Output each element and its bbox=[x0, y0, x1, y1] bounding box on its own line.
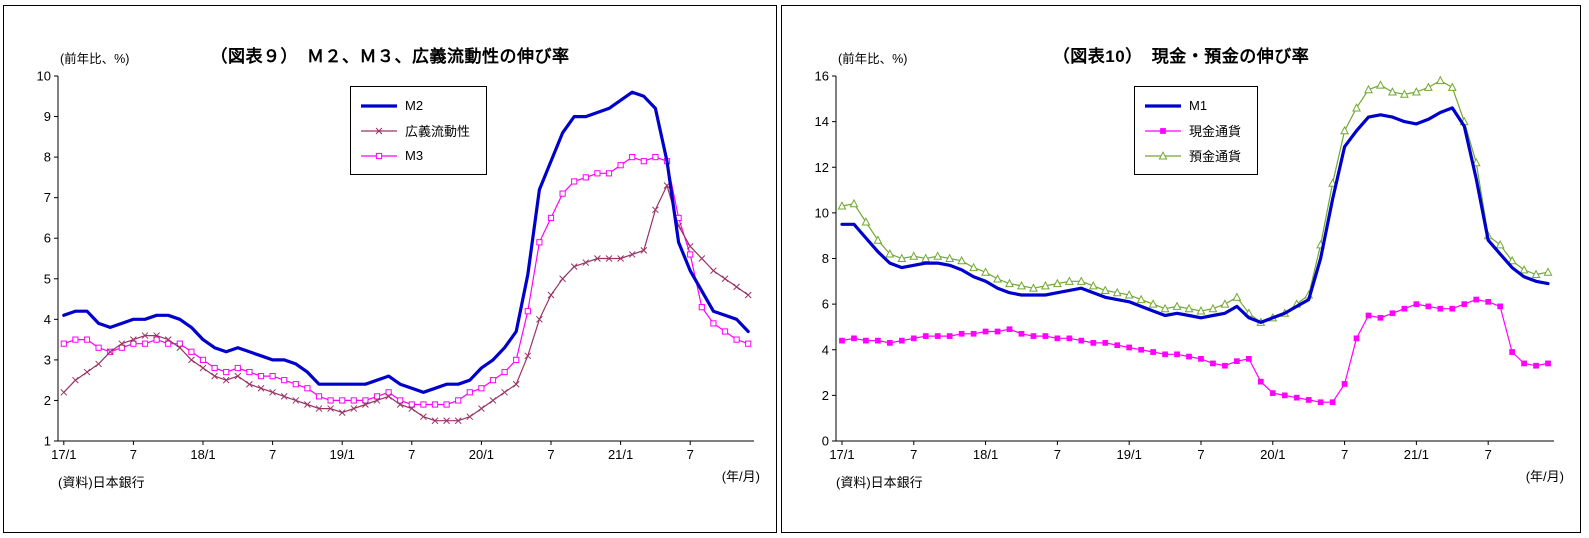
series-line-M1 bbox=[840, 106, 1550, 324]
svg-text:7: 7 bbox=[130, 447, 137, 462]
legend-marker-sample bbox=[1145, 150, 1181, 159]
legend-marker-sample bbox=[1145, 103, 1181, 108]
series-markers-M3 bbox=[60, 154, 752, 408]
svg-text:9: 9 bbox=[44, 109, 51, 124]
svg-text:6: 6 bbox=[822, 297, 829, 312]
svg-text:14: 14 bbox=[815, 114, 829, 129]
x-tick-labels: 17/1 7 18/1 7 19/1 7 20/1 7 21/1 7 bbox=[829, 441, 1492, 462]
svg-text:21/1: 21/1 bbox=[608, 447, 633, 462]
svg-text:3: 3 bbox=[44, 352, 51, 367]
svg-text:7: 7 bbox=[1054, 447, 1061, 462]
svg-text:21/1: 21/1 bbox=[1404, 447, 1429, 462]
legend-item: 広義流動性 bbox=[359, 118, 470, 143]
svg-text:10: 10 bbox=[37, 69, 51, 84]
svg-text:7: 7 bbox=[687, 447, 694, 462]
svg-text:10: 10 bbox=[815, 205, 829, 220]
svg-text:7: 7 bbox=[269, 447, 276, 462]
svg-text:18/1: 18/1 bbox=[190, 447, 215, 462]
series-markers-現金通貨 bbox=[839, 296, 1551, 406]
legend-item: M1 bbox=[1143, 93, 1241, 118]
svg-text:8: 8 bbox=[822, 251, 829, 266]
series-line-M2 bbox=[62, 90, 750, 394]
svg-text:12: 12 bbox=[815, 160, 829, 175]
chart-title: （図表９） Ｍ２、Ｍ３、広義流動性の伸び率 bbox=[210, 47, 570, 66]
line-chart-m2-m3-broad-liquidity: 1 2 3 4 5 6 7 8 9 10 17/1 7 18/1 7 19/1 7 20/1 7 21/1 7 bbox=[37, 69, 754, 462]
legend-label: M1 bbox=[1189, 98, 1208, 113]
svg-text:4: 4 bbox=[44, 312, 51, 327]
series-line-現金通貨 bbox=[841, 299, 1549, 403]
legend-item: 現金通貨 bbox=[1143, 118, 1241, 143]
chart-title: （図表10） 現金・預金の伸び率 bbox=[1052, 47, 1310, 66]
svg-text:7: 7 bbox=[44, 190, 51, 205]
y-axis-unit-label: (前年比、%) bbox=[60, 52, 130, 66]
y-tick-labels: 0 2 4 6 8 10 12 14 16 bbox=[815, 69, 836, 449]
svg-text:2: 2 bbox=[44, 393, 51, 408]
source-label: (資料)日本銀行 bbox=[836, 475, 923, 490]
series-line-M3 bbox=[63, 156, 749, 406]
chart-legend: M1 現金通貨預金通貨 bbox=[1134, 86, 1259, 175]
svg-text:7: 7 bbox=[547, 447, 554, 462]
svg-text:7: 7 bbox=[1485, 447, 1492, 462]
svg-text:0: 0 bbox=[822, 434, 829, 449]
legend-marker-sample bbox=[1145, 127, 1181, 134]
legend-label: M2 bbox=[405, 98, 424, 113]
svg-text:18/1: 18/1 bbox=[973, 447, 998, 462]
series-markers-預金通貨 bbox=[837, 75, 1553, 326]
legend-label: M3 bbox=[405, 148, 424, 163]
svg-text:7: 7 bbox=[910, 447, 917, 462]
chart-legend: M2 広義流動性 M3 bbox=[350, 86, 488, 175]
legend-marker-sample bbox=[361, 127, 397, 134]
source-label: (資料)日本銀行 bbox=[58, 475, 145, 490]
legend-marker-sample bbox=[361, 152, 397, 159]
legend-label: 広義流動性 bbox=[405, 124, 471, 139]
x-axis-unit-label: (年/月) bbox=[1525, 469, 1564, 484]
x-tick-labels: 17/1 7 18/1 7 19/1 7 20/1 7 21/1 7 bbox=[51, 441, 694, 462]
svg-text:4: 4 bbox=[822, 342, 829, 357]
svg-text:2: 2 bbox=[822, 388, 829, 403]
legend-item: 預金通貨 bbox=[1143, 143, 1241, 168]
y-axis-unit-label: (前年比、%) bbox=[838, 52, 908, 66]
legend-item: M2 bbox=[359, 93, 470, 118]
line-chart-m1-cash-deposit: 0 2 4 6 8 10 12 14 16 17/1 7 18/1 7 19/1 7 20/1 7 21/1 7 bbox=[815, 69, 1554, 462]
svg-text:5: 5 bbox=[44, 271, 51, 286]
svg-text:19/1: 19/1 bbox=[1117, 447, 1142, 462]
legend-label: 現金通貨 bbox=[1189, 124, 1242, 139]
legend-label: 預金通貨 bbox=[1189, 149, 1242, 164]
svg-text:1: 1 bbox=[44, 434, 51, 449]
svg-text:7: 7 bbox=[1341, 447, 1348, 462]
svg-text:20/1: 20/1 bbox=[1260, 447, 1285, 462]
svg-text:17/1: 17/1 bbox=[829, 447, 854, 462]
svg-text:16: 16 bbox=[815, 69, 829, 84]
legend-marker-sample bbox=[361, 103, 397, 108]
svg-text:8: 8 bbox=[44, 150, 51, 165]
chart-panel-cash-deposits: (前年比、%) （図表10） 現金・預金の伸び率 0 2 4 6 8 10 12 14 16 17… bbox=[781, 5, 1581, 533]
svg-text:17/1: 17/1 bbox=[51, 447, 76, 462]
svg-text:7: 7 bbox=[1197, 447, 1204, 462]
y-tick-labels: 1 2 3 4 5 6 7 8 9 10 bbox=[37, 69, 58, 449]
svg-text:6: 6 bbox=[44, 231, 51, 246]
x-axis-unit-label: (年/月) bbox=[721, 469, 760, 484]
svg-text:19/1: 19/1 bbox=[330, 447, 355, 462]
series-markers-広義流動性 bbox=[60, 182, 752, 425]
svg-text:7: 7 bbox=[408, 447, 415, 462]
svg-text:20/1: 20/1 bbox=[469, 447, 494, 462]
legend-item: M3 bbox=[359, 143, 470, 168]
